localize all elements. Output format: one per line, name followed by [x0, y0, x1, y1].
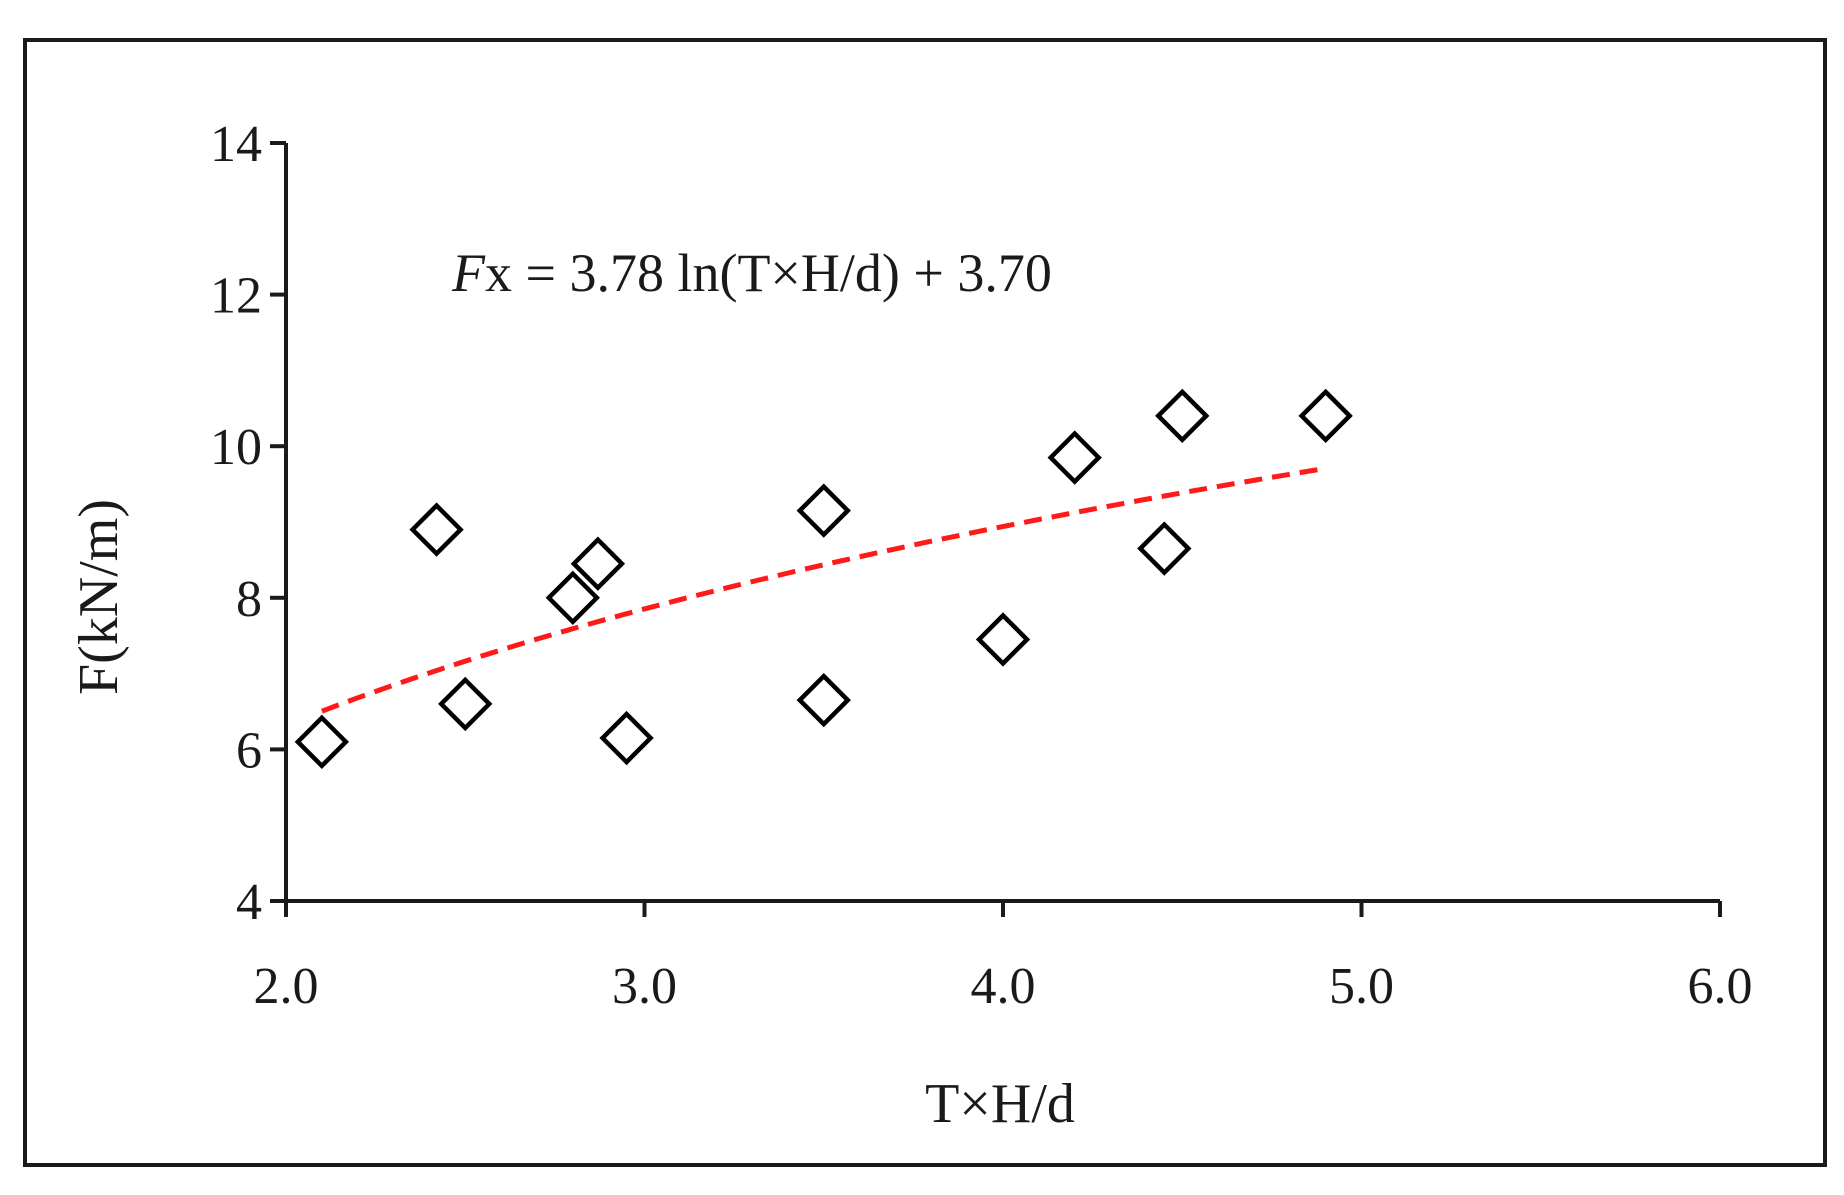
y-axis: 4 6 8 10 12 14 — [210, 116, 288, 931]
data-point-marker — [796, 672, 851, 728]
y-tick-label: 6 — [236, 722, 262, 779]
data-points — [294, 388, 1353, 770]
x-axis: 2.0 3.0 4.0 5.0 6.0 — [254, 899, 1753, 1015]
y-tick-label: 4 — [236, 874, 262, 931]
equation-body: x = 3.78 ln(T×H/d) + 3.70 — [485, 243, 1052, 303]
data-point-marker — [1137, 521, 1192, 576]
x-tick-label: 4.0 — [971, 958, 1036, 1015]
data-point-marker — [975, 612, 1031, 667]
y-axis-title: F(kN/m) — [68, 499, 130, 695]
y-tick-label: 14 — [210, 116, 262, 173]
data-point-marker — [409, 502, 464, 557]
data-point-marker — [1298, 388, 1353, 444]
x-tick-label: 3.0 — [612, 958, 677, 1015]
x-ticks: 2.0 3.0 4.0 5.0 6.0 — [254, 901, 1753, 1015]
equation-variable: F — [451, 243, 486, 303]
data-point-marker — [294, 714, 350, 770]
equation-annotation: Fx = 3.78 ln(T×H/d) + 3.70 — [451, 243, 1052, 303]
data-point-marker — [545, 570, 600, 625]
y-ticks: 4 6 8 10 12 14 — [210, 116, 286, 931]
y-tick-label: 8 — [236, 571, 262, 628]
x-tick-label: 5.0 — [1329, 958, 1394, 1015]
x-tick-label: 2.0 — [254, 958, 319, 1015]
data-point-marker — [1047, 430, 1102, 485]
data-point-marker — [1155, 388, 1210, 444]
x-axis-title: T×H/d — [925, 1073, 1075, 1135]
y-tick-label: 12 — [210, 268, 262, 325]
x-tick-label: 6.0 — [1688, 958, 1753, 1015]
data-point-marker — [438, 676, 493, 732]
y-tick-label: 10 — [210, 419, 262, 476]
chart-frame — [23, 38, 1827, 1167]
data-point-marker — [796, 483, 851, 538]
data-point-marker — [599, 710, 654, 766]
trendline — [321, 465, 1327, 714]
data-point-marker — [570, 536, 626, 591]
